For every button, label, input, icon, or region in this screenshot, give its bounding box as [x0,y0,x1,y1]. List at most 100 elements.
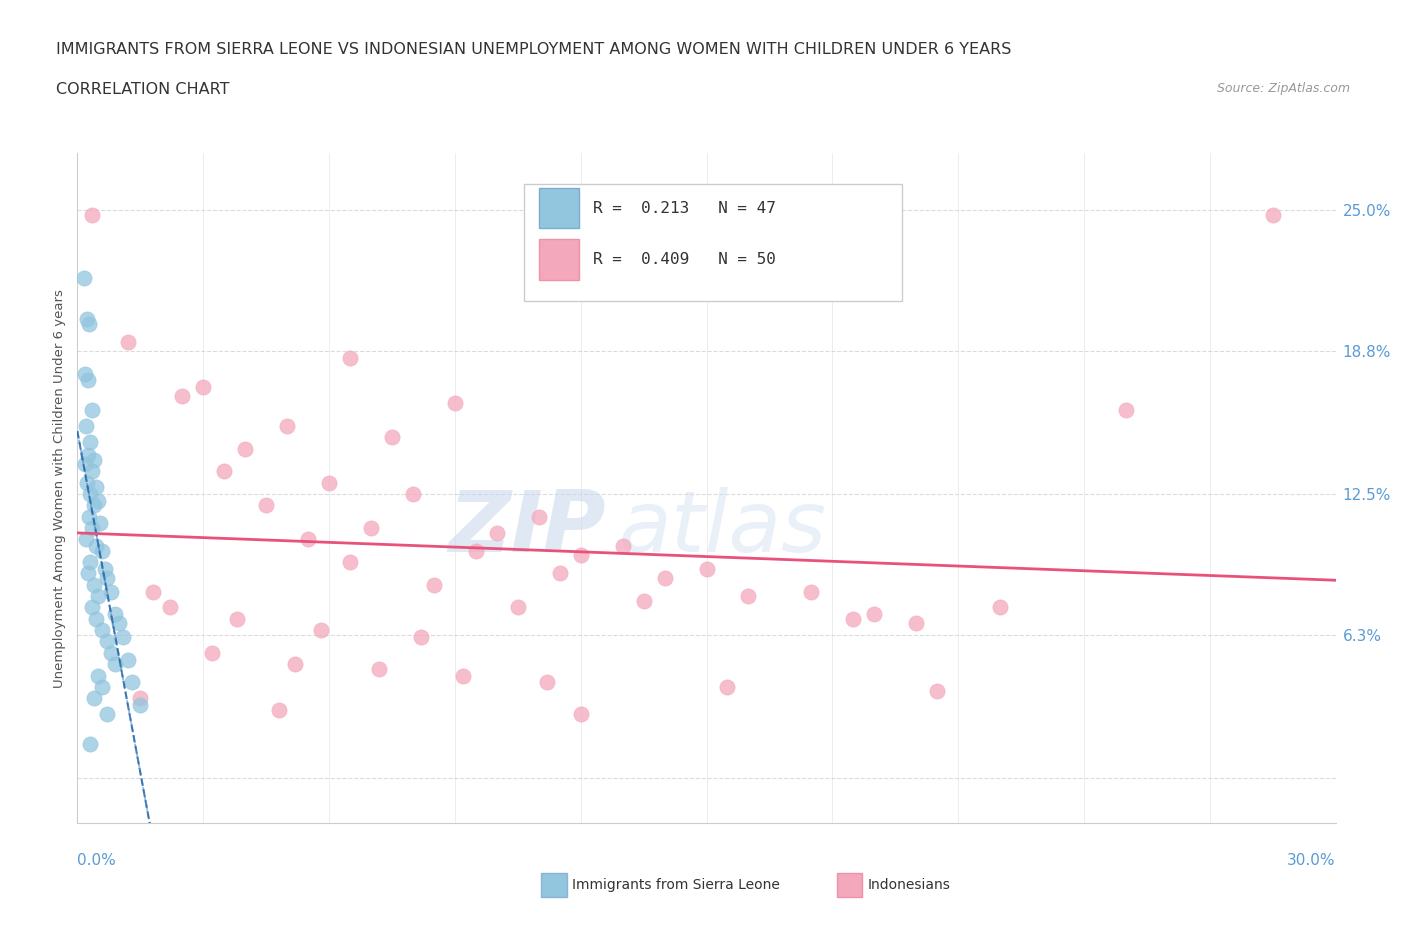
Point [402,486,425,501]
Point [76,373,98,388]
Point [73,366,96,381]
Point [309,623,332,638]
Text: IMMIGRANTS FROM SIERRA LEONE VS INDONESIAN UNEMPLOYMENT AMONG WOMEN WITH CHILDRE: IMMIGRANTS FROM SIERRA LEONE VS INDONESI… [56,42,1011,57]
Text: 30.0%: 30.0% [1288,853,1336,868]
Point [77,316,100,331]
Point [696,562,718,577]
Point [612,538,634,553]
Point [225,611,247,626]
Point [84,611,107,626]
Point [73,457,96,472]
Point [100,584,122,599]
Point [76,566,98,581]
Point [104,606,127,621]
Point [87,589,110,604]
Point [927,684,949,698]
Point [79,554,101,569]
Point [506,600,529,615]
Point [77,510,100,525]
Point [254,498,277,512]
Point [276,418,298,433]
Point [368,661,391,676]
Point [1261,207,1284,222]
Point [83,498,105,512]
Point [79,486,101,501]
Point [485,525,508,540]
Point [464,543,486,558]
Point [318,475,340,490]
Y-axis label: Unemployment Among Women with Children Under 6 years: Unemployment Among Women with Children U… [53,289,66,687]
Point [80,464,103,479]
Point [297,532,319,547]
Point [93,562,115,577]
Bar [538,240,579,280]
Point [96,634,118,649]
Point [84,538,107,553]
Point [112,630,135,644]
Point [83,691,105,706]
Text: Source: ZipAtlas.com: Source: ZipAtlas.com [1216,82,1350,95]
Point [83,578,105,592]
Point [91,543,114,558]
Point [988,600,1011,615]
Point [339,554,361,569]
Point [716,680,738,695]
Point [360,521,382,536]
Point [451,668,474,683]
Text: R =  0.213   N = 47: R = 0.213 N = 47 [593,201,776,216]
Point [527,510,550,525]
Point [548,566,571,581]
Point [80,600,103,615]
Point [654,570,676,585]
Point [212,464,235,479]
Bar [538,188,579,228]
Point [172,389,194,404]
Point [80,207,103,222]
Point [863,606,886,621]
Point [191,379,215,394]
Point [91,623,114,638]
Point [76,312,98,326]
Point [142,584,165,599]
Point [737,589,759,604]
Text: 0.0%: 0.0% [77,853,117,868]
Point [87,493,110,508]
Point [423,578,446,592]
Text: Indonesians: Indonesians [868,878,950,893]
Point [267,702,290,717]
Point [339,351,361,365]
Point [79,737,101,751]
Point [75,532,97,547]
Point [100,645,122,660]
Point [905,616,928,631]
Point [76,475,98,490]
Point [569,707,592,722]
Point [87,668,110,683]
Point [411,630,433,644]
Point [91,680,114,695]
FancyBboxPatch shape [524,183,901,300]
Text: Immigrants from Sierra Leone: Immigrants from Sierra Leone [572,878,780,893]
Point [75,418,97,433]
Point [79,434,101,449]
Point [444,395,467,410]
Point [84,480,107,495]
Point [121,675,143,690]
Point [129,691,152,706]
Point [104,657,127,671]
Point [108,616,131,631]
Point [1115,403,1137,418]
Text: ZIP: ZIP [449,487,606,570]
Point [117,335,139,350]
Point [80,521,103,536]
Text: R =  0.409   N = 50: R = 0.409 N = 50 [593,252,776,267]
Point [284,657,307,671]
Point [80,403,103,418]
Point [89,516,111,531]
Point [842,611,865,626]
Point [129,698,152,712]
Point [83,452,105,467]
Point [96,570,118,585]
Point [233,441,256,456]
Point [800,584,823,599]
